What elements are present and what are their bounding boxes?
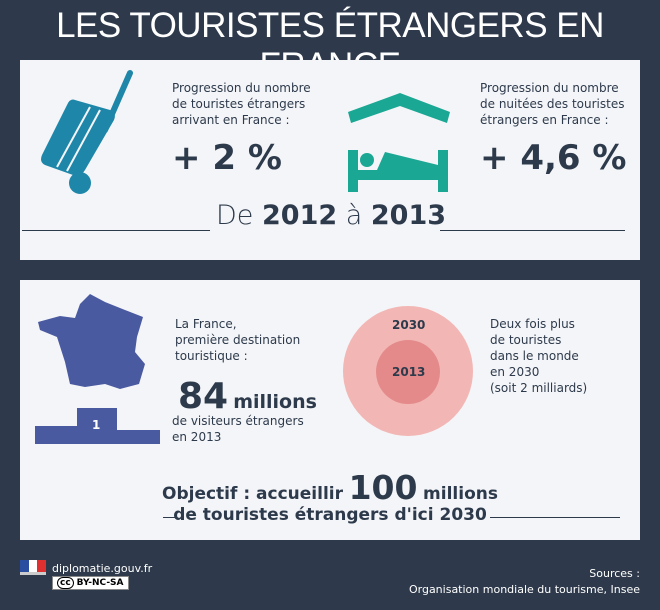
text-line: arrivant en France : [172,113,290,127]
text-line: Progression du nombre [480,81,619,95]
period-a: à [345,200,363,231]
objective-unit: millions [423,484,498,504]
visitors-figure: 84 millions [178,376,317,417]
republique-francaise-logo [20,560,46,575]
divider [22,230,210,231]
arrivals-value: + 2 % [172,138,282,178]
period-de: De [216,200,254,231]
arrivals-description: Progression du nombre de touristes étran… [172,80,311,128]
nights-value: + 4,6 % [480,138,627,178]
circle-2013 [376,340,440,404]
circle-outer-label: 2030 [392,318,426,332]
license-label: BY-NC-SA [76,578,124,588]
period-label: De 2012 à 2013 [216,200,446,231]
text-line: en 2030 [490,365,540,379]
tourism-growth-circles [343,306,473,436]
text-line: La France, [175,317,237,331]
visitors-unit: millions [233,391,317,413]
text-line: étrangers en France : [480,113,609,127]
france-description: La France, première destination touristi… [175,316,300,364]
text-line: de visiteurs étrangers [172,414,304,428]
site-link[interactable]: diplomatie.gouv.fr [52,562,153,575]
text-line: première destination [175,333,301,347]
text-line: Progression du nombre [172,81,311,95]
text-line: dans le monde [490,349,579,363]
podium-icon [35,408,160,444]
visitors-number: 84 [178,376,229,417]
sources-label: Sources : [589,567,640,580]
text-line: de touristes étrangers [172,97,306,111]
period-to: 2013 [370,200,447,231]
divider [440,230,625,231]
objective-line2: de touristes étrangers d'ici 2030 [173,505,487,525]
cc-icon: cc [57,577,74,589]
objective-number: 100 [348,468,418,507]
sources-text: Organisation mondiale du tourisme, Insee [408,583,640,596]
text-line: en 2013 [172,430,222,444]
text-line: de touristes [490,333,562,347]
luggage-icon [41,70,133,194]
text-line: de nuitées des touristes [480,97,625,111]
period-from: 2012 [262,200,338,231]
objective: Objectif : accueillir 100 millions [20,468,640,507]
text-line: touristique : [175,349,248,363]
podium-rank: 1 [92,418,101,432]
bed-icon [348,93,450,192]
destination-panel: 1 La France, première destination touris… [20,280,640,540]
sources: Sources : Organisation mondiale du touri… [409,566,640,598]
visitors-description: de visiteurs étrangers en 2013 [172,413,304,445]
divider [163,517,175,518]
text-line: (soit 2 milliards) [490,381,588,395]
license-badge: cc BY-NC-SA [52,576,129,590]
nights-description: Progression du nombre de nuitées des tou… [480,80,624,128]
objective-prefix: Objectif : accueillir [162,484,343,504]
world-description: Deux fois plus de touristes dans le mond… [490,316,587,396]
text-line: Deux fois plus [490,317,575,331]
growth-panel: Progression du nombre de touristes étran… [20,60,640,260]
divider [490,517,620,518]
france-map-icon [38,294,145,389]
circle-inner-label: 2013 [392,365,426,379]
